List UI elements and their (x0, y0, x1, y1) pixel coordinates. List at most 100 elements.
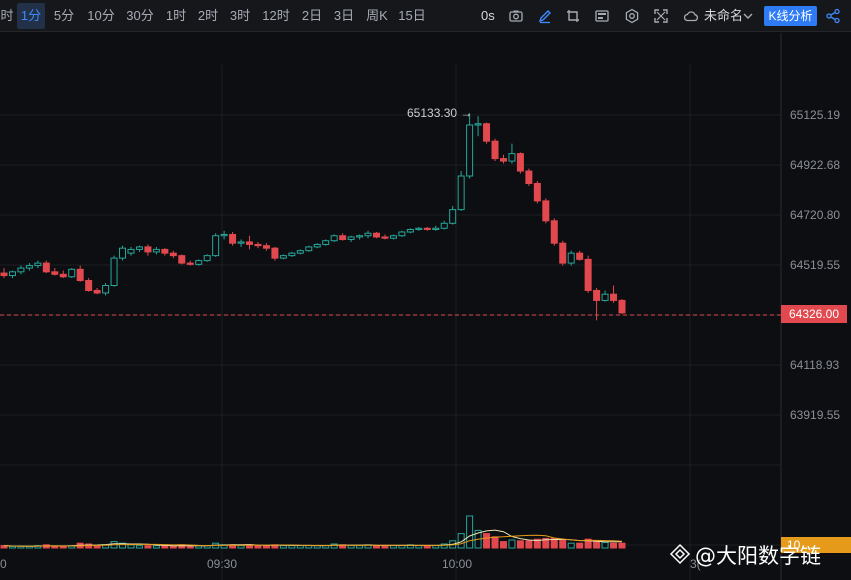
volume-bar (466, 515, 474, 549)
candle-body (381, 236, 389, 239)
timeframe-8[interactable]: 12时 (262, 8, 290, 23)
watermark-logo-icon (669, 543, 691, 565)
candle-body (195, 260, 203, 265)
volume-bar (254, 545, 262, 549)
volume-bar (279, 545, 287, 549)
volume-bar (127, 544, 135, 549)
volume-layer (0, 515, 626, 549)
volume-bar (542, 537, 550, 549)
timeframe-5[interactable]: 1时 (165, 8, 187, 23)
candle-body (119, 247, 127, 259)
candle-body (499, 158, 507, 162)
timeframe-6[interactable]: 2时 (197, 8, 219, 23)
volume-bar (398, 545, 406, 549)
timeframe-3[interactable]: 10分 (87, 8, 115, 23)
settings-icon[interactable] (624, 8, 640, 24)
candle-body (76, 268, 84, 282)
candle-body (474, 123, 482, 126)
layout-name-dropdown[interactable]: 未命名 (704, 8, 744, 23)
time-tick-label: 10:00 (442, 557, 473, 571)
candle-body (576, 252, 584, 260)
candle-body (93, 289, 101, 294)
price-tick-label: 64519.55 (790, 258, 841, 272)
candle-body (85, 280, 93, 291)
peak-price-label: 65133.30 → (407, 106, 473, 120)
kline-analysis-button[interactable]: K线分析 (764, 6, 817, 26)
volume-bar (59, 545, 67, 549)
price-tick-label: 64720.80 (790, 208, 841, 222)
cloud-icon (683, 11, 698, 22)
candle-body (220, 233, 228, 237)
volume-bar (8, 545, 16, 549)
candle-body (330, 235, 338, 242)
candle-body (440, 222, 448, 229)
time-tick-label: 0 (0, 557, 7, 571)
current-price-tag: 64326.00 (781, 305, 847, 323)
countdown-label: 0s (481, 8, 495, 23)
price-tick-label: 65125.19 (790, 108, 841, 122)
candle-body (279, 255, 287, 259)
timeframe-2[interactable]: 5分 (53, 8, 75, 23)
candle-body (127, 248, 135, 254)
camera-icon[interactable] (508, 8, 524, 24)
volume-bar (17, 545, 25, 549)
candle-body (593, 289, 601, 301)
candle-body (364, 232, 372, 237)
volume-bar (601, 541, 609, 549)
pen-icon[interactable] (537, 8, 553, 24)
candle-body (533, 182, 541, 202)
candle-body (356, 235, 364, 238)
candle-body (254, 243, 262, 247)
timeframe-9[interactable]: 2日 (301, 8, 323, 23)
timeframe-12[interactable]: 15日 (398, 8, 426, 23)
layout-icon[interactable] (594, 8, 610, 24)
volume-bar (305, 545, 313, 549)
timeframe-10[interactable]: 3日 (333, 8, 355, 23)
candle-body (178, 255, 186, 264)
chevron-down-icon[interactable] (742, 10, 754, 22)
timeframe-0[interactable]: 时 (0, 8, 14, 23)
share-icon[interactable] (825, 8, 841, 24)
candle-body (372, 232, 380, 238)
candlestick-chart[interactable] (0, 33, 851, 580)
candle-body (584, 258, 592, 291)
volume-bar (372, 545, 380, 549)
volume-bar (144, 545, 152, 549)
timeframe-1[interactable]: 1分 (17, 3, 45, 29)
candle-body (169, 252, 177, 257)
candle-body (516, 153, 524, 172)
candle-body (59, 273, 67, 278)
chart-toolbar: 时 1分 5分 10分 30分 1时 2时 3时 12时 2日 3日 周K 15日 0s 未命名 K线分… (0, 0, 851, 32)
volume-bar (51, 545, 59, 549)
candle-body (567, 252, 575, 264)
timeframe-7[interactable]: 3时 (229, 8, 251, 23)
candle-body (508, 153, 516, 162)
volume-bar (423, 545, 431, 549)
candle-body (483, 123, 491, 142)
timeframe-4[interactable]: 30分 (126, 8, 154, 23)
candle-body (68, 268, 76, 278)
candle-body (212, 235, 220, 257)
volume-bar (296, 545, 304, 549)
volume-tag: 10 (781, 537, 851, 553)
candle-body (288, 252, 296, 257)
volume-bar (389, 545, 397, 549)
candle-body (296, 250, 304, 254)
candle-body (423, 227, 431, 231)
candle-body (449, 209, 457, 224)
volume-bar (119, 542, 127, 549)
volume-bar (483, 533, 491, 549)
candle-body (135, 246, 143, 250)
candle-body (525, 170, 533, 184)
candle-body (144, 246, 152, 253)
fullscreen-icon[interactable] (653, 8, 669, 24)
volume-bar (584, 538, 592, 549)
candle-body (51, 271, 59, 275)
timeframe-11[interactable]: 周K (366, 8, 388, 23)
volume-bar (186, 545, 194, 549)
volume-bar (457, 533, 465, 549)
candle-body (618, 299, 626, 314)
crop-icon[interactable] (565, 8, 581, 24)
watermark-text: @大阳数字链 (695, 544, 821, 568)
price-tick-label: 64118.93 (790, 358, 840, 372)
